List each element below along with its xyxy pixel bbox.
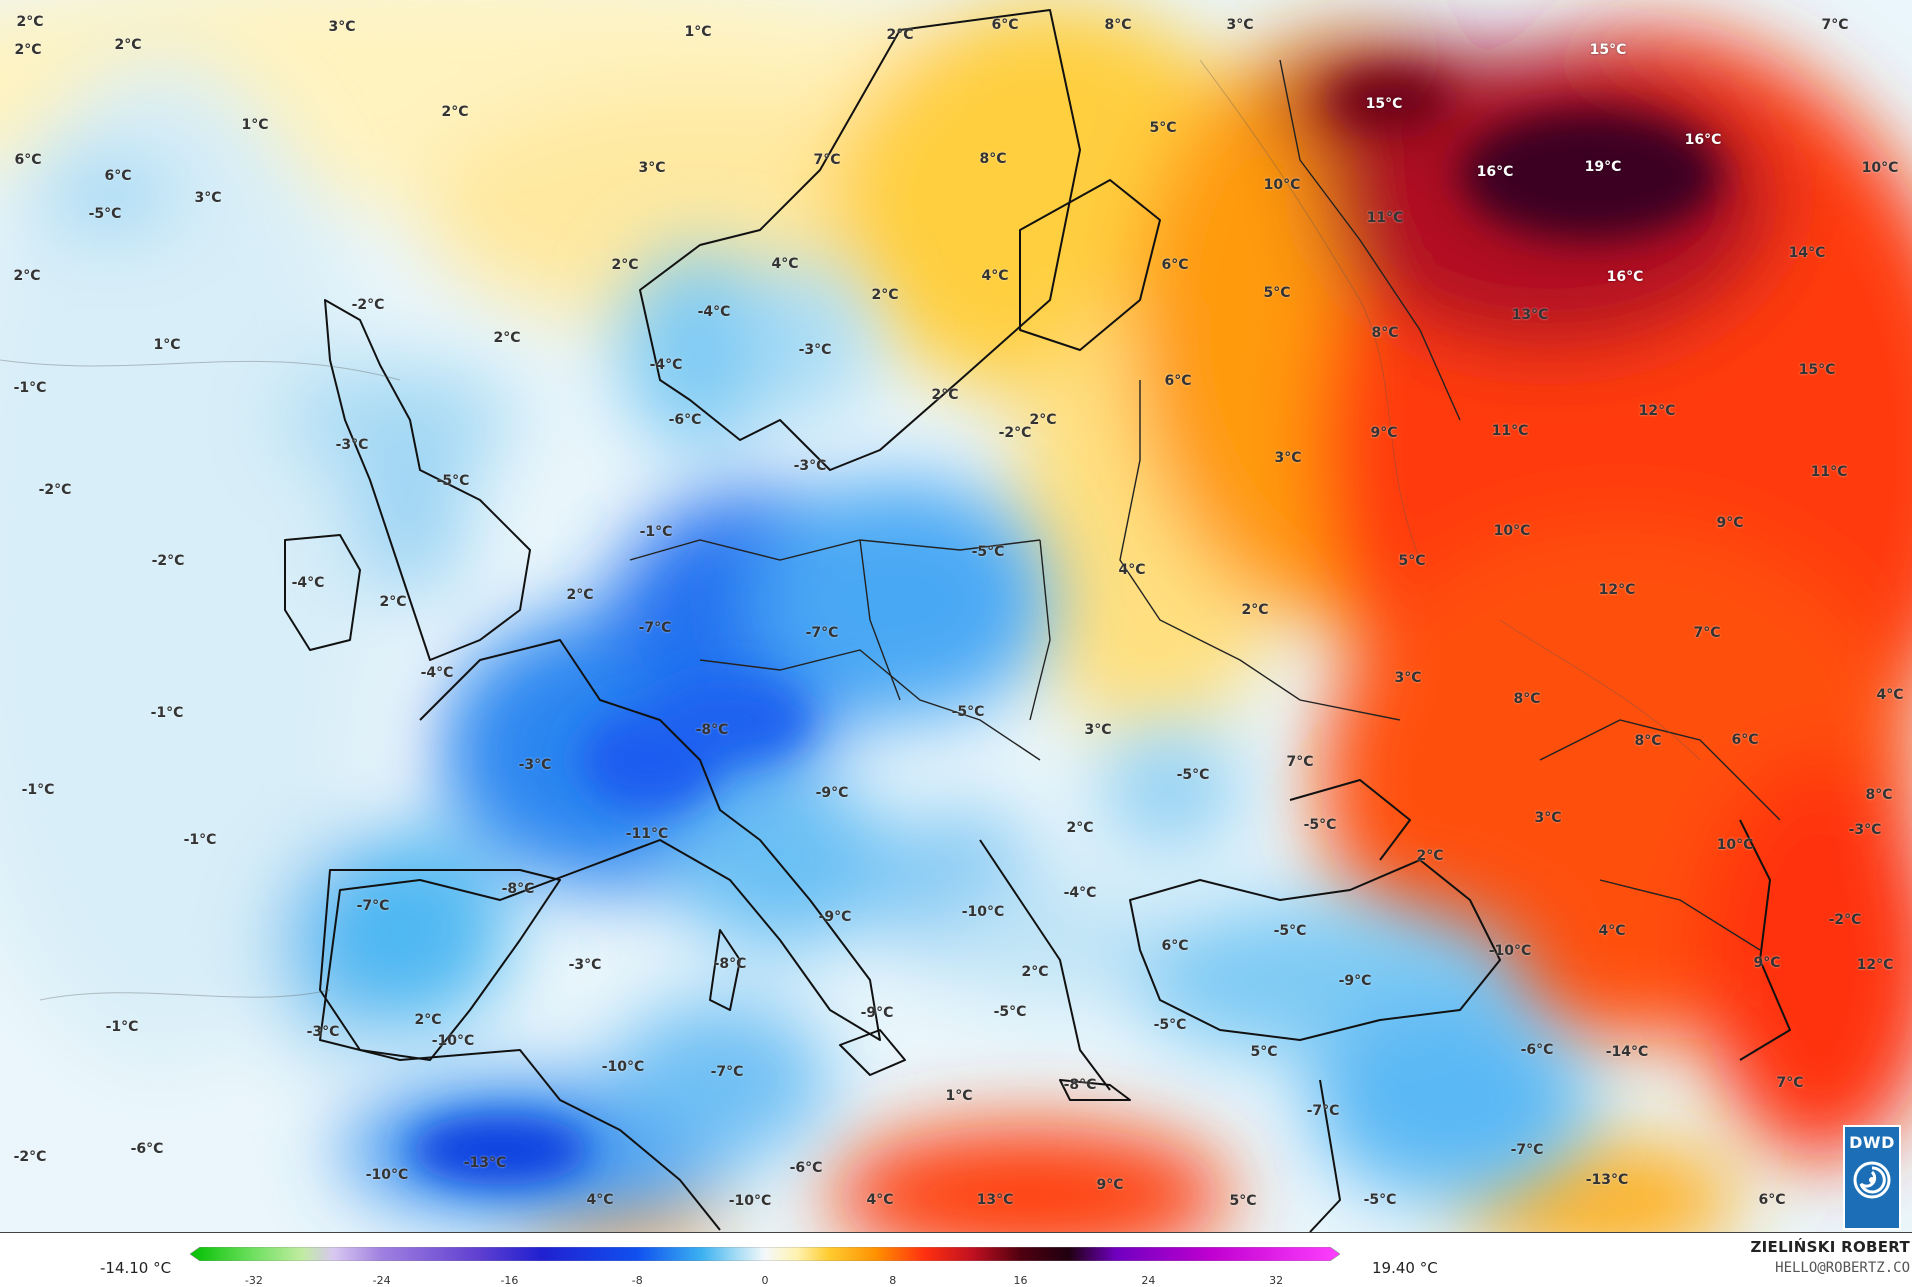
temperature-field xyxy=(0,0,1912,1232)
colorbar-tick-label: 16 xyxy=(1013,1274,1028,1287)
author-name: ZIELIŃSKI ROBERT xyxy=(1750,1238,1910,1256)
swirl-icon xyxy=(1853,1161,1891,1199)
colorbar-tick-label: 24 xyxy=(1141,1274,1156,1287)
legend-max-value: 19.40 °C xyxy=(1372,1259,1438,1277)
colorbar-tick-label: 0 xyxy=(761,1274,769,1287)
colorbar-tick-label: -24 xyxy=(372,1274,391,1287)
cold-core xyxy=(410,680,810,1185)
colorbar xyxy=(190,1247,1340,1261)
author-email: HELLO@ROBERTZ.CO xyxy=(1775,1260,1910,1276)
legend-min-value: -14.10 °C xyxy=(100,1259,172,1277)
dwd-logo: DWD xyxy=(1843,1125,1901,1230)
colorbar-tick-label: -16 xyxy=(500,1274,519,1287)
colorbar-tick-label: 8 xyxy=(889,1274,897,1287)
coastlines xyxy=(284,9,1791,1232)
cold-field xyxy=(0,60,1590,1220)
colorbar-tick-label: -8 xyxy=(631,1274,643,1287)
dwd-logo-text: DWD xyxy=(1849,1133,1895,1152)
temperature-map[interactable]: 2°C 3°C 1°C 2°C 2°C 2°C 6°C 8°C 3°C 7°C 15°C 1°C 2°C… xyxy=(0,0,1912,1233)
colorbar-tick-label: -32 xyxy=(244,1274,263,1287)
borders xyxy=(629,59,1781,951)
hot-core xyxy=(1330,72,1720,240)
warm-field xyxy=(0,0,1912,1232)
colorbar-tick-label: 32 xyxy=(1269,1274,1284,1287)
isotherms xyxy=(0,59,1701,1001)
